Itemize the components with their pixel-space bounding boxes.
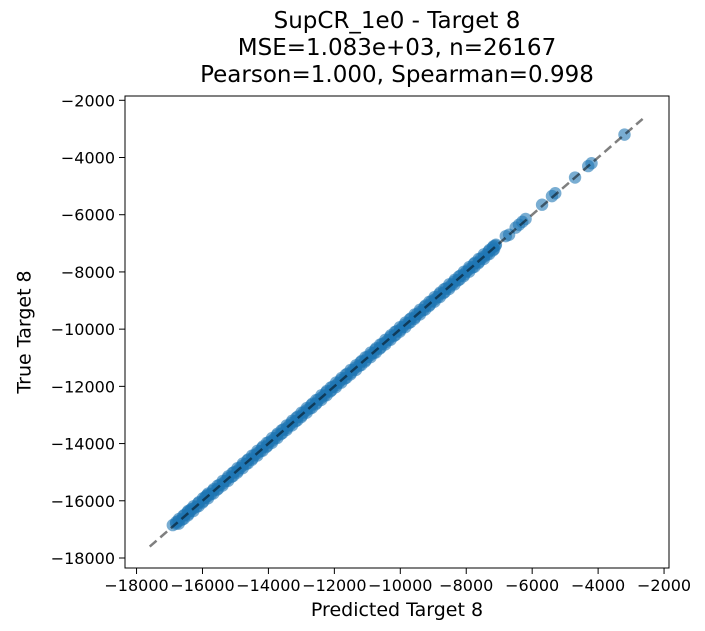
x-tick-label: −18000 [104, 576, 168, 595]
y-tick-label: −16000 [51, 492, 115, 511]
x-tick-label: −12000 [302, 576, 366, 595]
y-tick-label: −4000 [61, 149, 115, 168]
scatter-points [166, 128, 631, 532]
x-tick-label: −4000 [571, 576, 625, 595]
y-tick-label: −12000 [51, 377, 115, 396]
scatter-point [184, 503, 198, 516]
plot-area [124, 95, 670, 569]
chart-title-line-1: SupCR_1e0 - Target 8 [274, 8, 521, 34]
y-tick-label: −2000 [61, 91, 115, 110]
x-tick-label: −8000 [439, 576, 493, 595]
x-axis-label: Predicted Target 8 [311, 599, 483, 621]
x-tick-label: −10000 [368, 576, 432, 595]
y-axis-label: True Target 8 [14, 270, 36, 394]
y-tick-label: −14000 [51, 435, 115, 454]
x-tick-label: −16000 [170, 576, 234, 595]
y-tick-label: −10000 [51, 320, 115, 339]
x-tick-label: −2000 [637, 576, 691, 595]
chart-title-line-3: Pearson=1.000, Spearman=0.998 [200, 62, 594, 88]
y-tick-label: −6000 [61, 206, 115, 225]
y-axis: −18000 −16000 −14000 −12000 −10000 −8000 −6000… [51, 91, 125, 568]
reference-line-layer [148, 117, 644, 548]
x-axis: −18000 −16000 −14000 −12000 −10000 −8000 −6000… [104, 568, 691, 595]
y-tick-label: −8000 [61, 263, 115, 282]
x-tick-label: −14000 [236, 576, 300, 595]
reference-line [148, 117, 644, 548]
x-tick-label: −6000 [505, 576, 559, 595]
y-tick-label: −18000 [51, 549, 115, 568]
chart-title-line-2: MSE=1.083e+03, n=26167 [238, 35, 556, 61]
